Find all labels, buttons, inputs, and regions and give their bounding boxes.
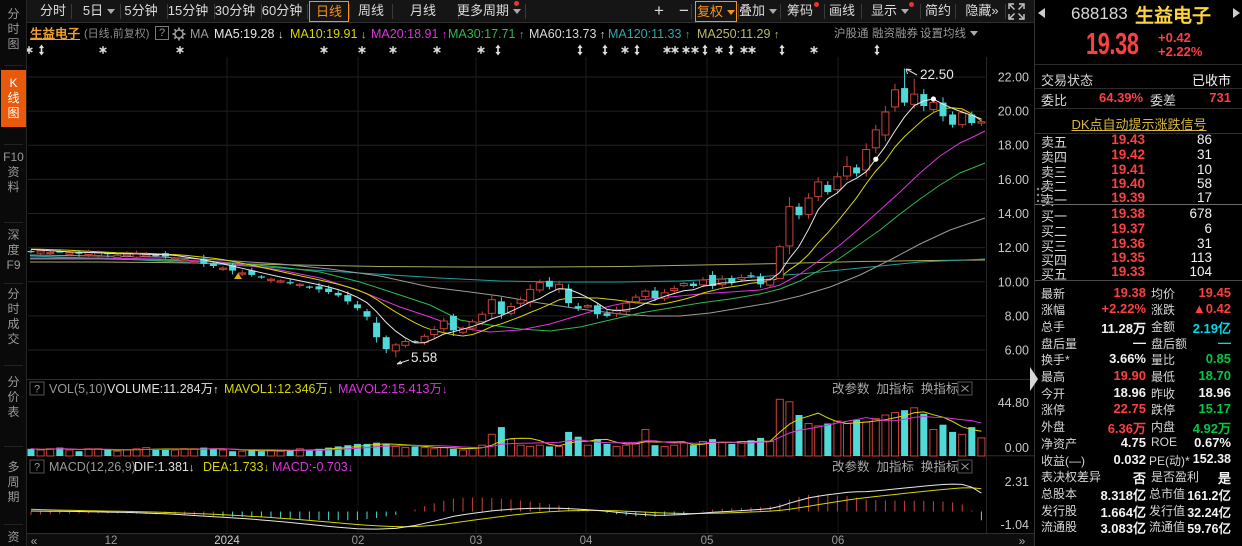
svg-text:14.00: 14.00: [998, 207, 1029, 221]
svg-text:MAVOL2:15.413万↓: MAVOL2:15.413万↓: [338, 382, 448, 396]
svg-text:DIF:1.381↓: DIF:1.381↓: [134, 460, 194, 474]
svg-text:?: ?: [34, 462, 40, 474]
svg-text:8.00: 8.00: [1005, 309, 1029, 323]
svg-text:改参数 加指标 换指标: 改参数 加指标 换指标: [832, 381, 958, 396]
svg-text:04: 04: [580, 535, 593, 546]
svg-text:5.58: 5.58: [411, 350, 437, 365]
svg-text:改参数 加指标 换指标: 改参数 加指标 换指标: [832, 459, 958, 474]
svg-text:»: »: [1019, 534, 1026, 546]
svg-text:06: 06: [832, 535, 845, 546]
svg-text:?: ?: [34, 384, 40, 396]
svg-text:10.00: 10.00: [998, 275, 1029, 289]
svg-text:6.00: 6.00: [1005, 344, 1029, 358]
svg-text:44.80: 44.80: [998, 396, 1029, 410]
svg-text:02: 02: [352, 535, 365, 546]
svg-text:22.00: 22.00: [998, 71, 1029, 85]
svg-text:2024: 2024: [214, 535, 240, 546]
svg-text:22.50: 22.50: [920, 67, 954, 82]
svg-text:05: 05: [701, 535, 714, 546]
svg-text:DEA:1.733↓: DEA:1.733↓: [203, 460, 269, 474]
svg-text:VOL(5,10): VOL(5,10): [49, 382, 107, 396]
svg-text:VOLUME:11.284万↑: VOLUME:11.284万↑: [107, 382, 219, 396]
svg-text:MACD:-0.703↓: MACD:-0.703↓: [272, 460, 353, 474]
svg-text:20.00: 20.00: [998, 105, 1029, 119]
svg-text:18.00: 18.00: [998, 139, 1029, 153]
svg-text:0.00: 0.00: [1005, 441, 1029, 455]
svg-text:MAVOL1:12.346万↓: MAVOL1:12.346万↓: [224, 382, 334, 396]
svg-text:03: 03: [470, 535, 483, 546]
svg-text:12.00: 12.00: [998, 241, 1029, 255]
svg-text:«: «: [31, 534, 38, 546]
svg-text:16.00: 16.00: [998, 173, 1029, 187]
svg-text:12: 12: [105, 535, 118, 546]
svg-text:-1.04: -1.04: [1001, 518, 1030, 532]
svg-text:MACD(12,26,9): MACD(12,26,9): [49, 460, 136, 474]
svg-text:2.31: 2.31: [1005, 475, 1029, 489]
